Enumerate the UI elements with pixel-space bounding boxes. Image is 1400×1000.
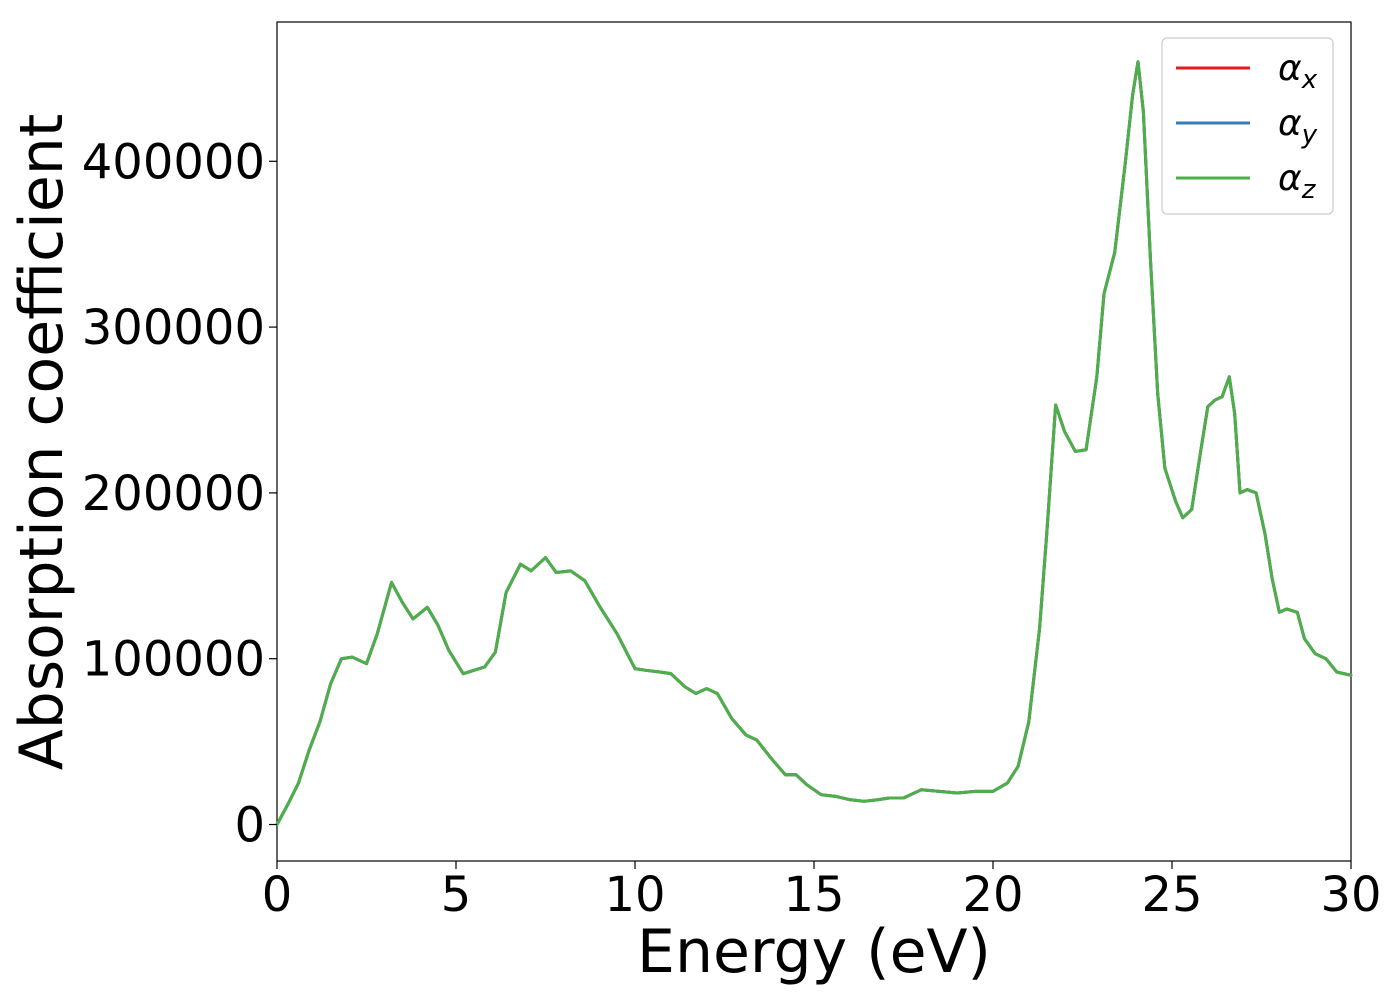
series-layer — [275, 60, 1353, 827]
y-axis-ticks: 0 100000 200000 300000 400000 — [82, 134, 277, 854]
y-tick-label: 300000 — [82, 300, 265, 356]
y-tick-label: 400000 — [82, 134, 265, 190]
legend: αx αy αz — [1161, 37, 1334, 215]
x-tick-label: 20 — [962, 867, 1023, 923]
legend-label-y: αy — [1278, 103, 1318, 150]
legend-box — [1161, 37, 1334, 215]
x-tick-label: 10 — [604, 867, 665, 923]
x-axis-ticks: 0 5 10 15 20 25 30 — [262, 861, 1382, 923]
y-tick-label: 200000 — [82, 466, 265, 522]
y-tick-label: 100000 — [82, 632, 265, 688]
legend-label-z: αz — [1278, 158, 1317, 205]
y-tick-label: 0 — [234, 798, 265, 854]
x-tick-label: 5 — [441, 867, 472, 923]
x-tick-label: 25 — [1141, 867, 1202, 923]
x-tick-label: 15 — [783, 867, 844, 923]
legend-label-x: αx — [1278, 48, 1318, 95]
x-axis-label: Energy (eV) — [637, 917, 991, 987]
y-axis-label: Absorption coefficient — [7, 114, 77, 771]
series-line-z — [275, 60, 1353, 827]
x-tick-label: 0 — [262, 867, 293, 923]
x-tick-label: 30 — [1320, 867, 1381, 923]
